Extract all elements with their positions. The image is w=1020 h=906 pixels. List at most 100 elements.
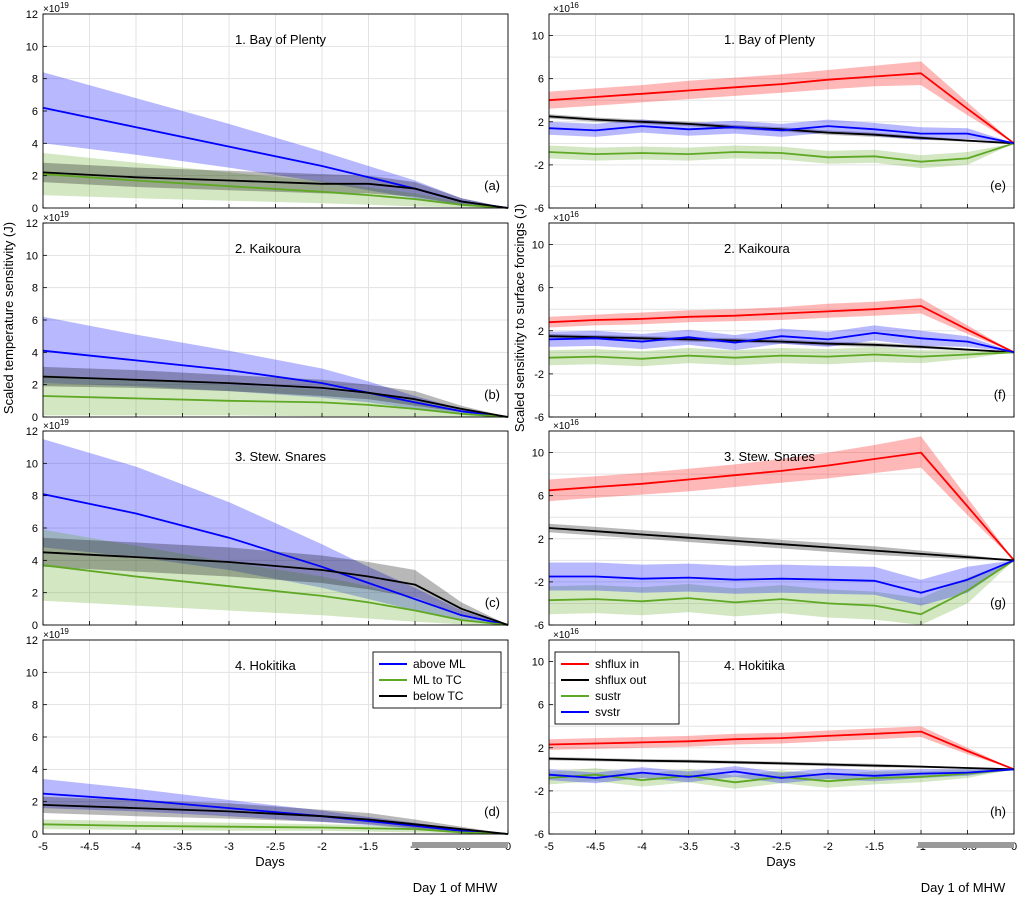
axis-exponent-power: 19 bbox=[60, 210, 69, 219]
chart-panel-h: -6-22610-5-4.5-4-3.5-3-2.5-2-1.5-1-0.50×… bbox=[532, 627, 1017, 853]
line-below-TC bbox=[42, 804, 509, 835]
y-tick-label: 4 bbox=[32, 555, 38, 567]
band-shflux-out bbox=[549, 523, 1014, 561]
line-shflux-in bbox=[548, 730, 1015, 771]
y-tick-label: 6 bbox=[32, 523, 38, 535]
line-shflux-in bbox=[548, 72, 1015, 145]
y-tick-label: 8 bbox=[32, 491, 38, 503]
axis-exponent-label: ×1016 bbox=[553, 210, 579, 224]
chart-panel-f: -6 -2 2 6 10 ×1016 2. Kaikoura (f) bbox=[532, 210, 1015, 424]
y-tick-label: 2 bbox=[32, 588, 38, 600]
left-mhw-bar bbox=[412, 842, 508, 848]
x-tick-label: -2.5 bbox=[772, 841, 791, 853]
axis-exponent-power: 16 bbox=[570, 627, 579, 636]
y-tick-label: 0 bbox=[32, 412, 38, 424]
x-tick-label: -5 bbox=[544, 841, 554, 853]
y-tick-label: -2 bbox=[534, 577, 544, 589]
line-shflux-in bbox=[548, 305, 1015, 354]
line-ML-to-TC bbox=[42, 173, 509, 209]
axis-exponent-power: 19 bbox=[60, 627, 69, 636]
y-tick-label: 12 bbox=[26, 426, 38, 438]
axis-exponent-label: ×1016 bbox=[553, 627, 579, 641]
axis-exponent-label: ×1016 bbox=[553, 418, 579, 432]
band-shflux-in bbox=[549, 61, 1014, 144]
left-x-axis-label: Days bbox=[255, 854, 285, 869]
band-svstr bbox=[549, 119, 1014, 144]
left-legend: above ML ML to TC below TC bbox=[372, 651, 502, 709]
y-tick-label: -6 bbox=[534, 203, 544, 215]
y-tick-label: -2 bbox=[534, 786, 544, 798]
x-tick-label: -1.5 bbox=[359, 841, 378, 853]
panel-letter: (f) bbox=[994, 387, 1006, 402]
y-tick-label: 0 bbox=[32, 829, 38, 841]
chart-panel-a: 0 2 4 6 8 10 12 ×1019 1. Bay of Plenty (a) bbox=[26, 1, 509, 215]
y-tick-label: 10 bbox=[532, 31, 544, 43]
axis-exponent-power: 16 bbox=[570, 418, 579, 427]
line-below-TC bbox=[42, 375, 509, 418]
x-tick-label: -3 bbox=[224, 841, 234, 853]
axis-exponent-label: ×1019 bbox=[43, 1, 69, 15]
band-above-ML bbox=[43, 439, 508, 625]
panel-letter: (d) bbox=[484, 804, 500, 819]
y-tick-label: 10 bbox=[26, 667, 38, 679]
line-ML-to-TC bbox=[42, 395, 509, 418]
chart-panel-b: 0 2 4 6 8 10 12 ×1019 2. Kaikoura (b) bbox=[26, 210, 509, 424]
legend-label: below TC bbox=[413, 689, 464, 703]
line-shflux-out bbox=[548, 335, 1015, 354]
line-below-TC bbox=[42, 551, 509, 626]
y-tick-label: 6 bbox=[32, 732, 38, 744]
panel-letter: (h) bbox=[990, 804, 1006, 819]
y-tick-label: 8 bbox=[32, 700, 38, 712]
axis-exponent-power: 16 bbox=[570, 1, 579, 10]
y-tick-label: 10 bbox=[26, 458, 38, 470]
x-tick-label: -2.5 bbox=[266, 841, 285, 853]
band-svstr bbox=[549, 325, 1014, 353]
line-shflux-out bbox=[548, 757, 1015, 771]
x-tick-label: -4.5 bbox=[586, 841, 605, 853]
y-tick-label: 6 bbox=[32, 106, 38, 118]
chart-panel-e: -6 -2 2 6 10 ×1016 1. Bay of Plenty (e) bbox=[532, 1, 1015, 215]
y-tick-label: 2 bbox=[538, 117, 544, 129]
band-svstr bbox=[549, 560, 1014, 606]
line-shflux-out bbox=[548, 115, 1015, 145]
x-tick-label: -4 bbox=[637, 841, 647, 853]
band-below-TC bbox=[43, 537, 508, 625]
y-tick-label: 2 bbox=[32, 380, 38, 392]
right-mhw-bar bbox=[918, 842, 1014, 848]
y-tick-label: 8 bbox=[32, 74, 38, 86]
line-sustr bbox=[548, 768, 1015, 784]
band-sustr bbox=[549, 560, 1014, 625]
band-above-ML bbox=[43, 72, 508, 208]
panel-letter: (e) bbox=[990, 178, 1006, 193]
line-svstr bbox=[548, 332, 1015, 354]
y-tick-label: 2 bbox=[32, 171, 38, 183]
axis-exponent-label: ×1019 bbox=[43, 210, 69, 224]
left-mhw-label: Day 1 of MHW bbox=[413, 880, 498, 895]
y-tick-label: 10 bbox=[532, 240, 544, 252]
band-below-TC bbox=[43, 796, 508, 834]
band-below-TC bbox=[43, 162, 508, 208]
y-tick-label: 2 bbox=[32, 797, 38, 809]
x-tick-label: -2 bbox=[823, 841, 833, 853]
x-tick-label: -3.5 bbox=[173, 841, 192, 853]
legend-label: shflux out bbox=[595, 673, 647, 687]
y-tick-label: 0 bbox=[32, 203, 38, 215]
legend-label: ML to TC bbox=[413, 673, 462, 687]
axis-exponent-label: ×1019 bbox=[43, 418, 69, 432]
y-tick-label: 4 bbox=[32, 138, 38, 150]
band-shflux-in bbox=[549, 726, 1014, 770]
x-tick-label: -4.5 bbox=[80, 841, 99, 853]
x-tick-label: -3 bbox=[730, 841, 740, 853]
y-tick-label: 2 bbox=[538, 534, 544, 546]
panel-letter: (g) bbox=[990, 595, 1006, 610]
legend-label: above ML bbox=[413, 657, 466, 671]
y-tick-label: 2 bbox=[538, 326, 544, 338]
panel-title: 3. Stew. Snares bbox=[724, 449, 816, 464]
band-ML-to-TC bbox=[43, 529, 508, 625]
right-mhw-label: Day 1 of MHW bbox=[921, 880, 1006, 895]
panel-title: 3. Stew. Snares bbox=[235, 449, 327, 464]
axis-exponent-power: 16 bbox=[570, 210, 579, 219]
y-tick-label: 0 bbox=[32, 620, 38, 632]
y-tick-label: 12 bbox=[26, 218, 38, 230]
legend-label: svstr bbox=[595, 705, 620, 719]
